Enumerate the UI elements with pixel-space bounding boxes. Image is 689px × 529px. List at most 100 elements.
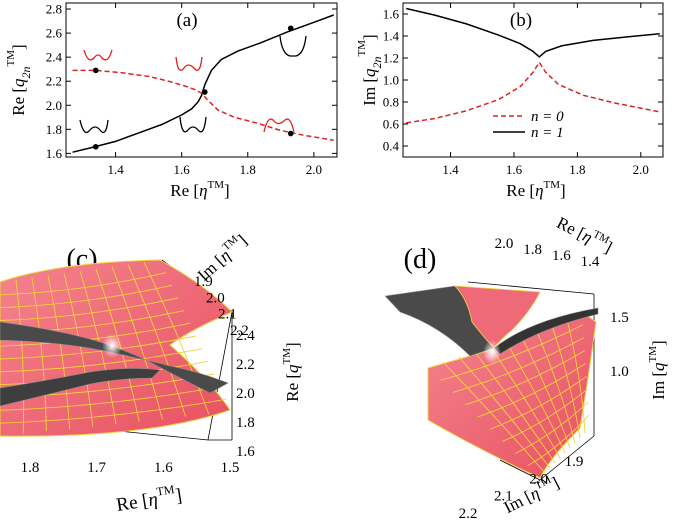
panel-d-im-tick-label: 1.9 — [565, 454, 584, 470]
panel-c-q-tick-label: 1.8 — [236, 415, 255, 431]
potential-well-inset-3 — [263, 118, 295, 133]
panel-c-re-ticks: 1.8 1.7 1.6 1.5 — [21, 460, 240, 476]
panel-a-series-line-1 — [72, 69, 334, 141]
panel-c-q-label: Re [qTM] — [281, 342, 302, 401]
panel-d-box — [467, 281, 595, 481]
panel-b-series — [406, 7, 660, 124]
panel-b-x-tick-label: 2.0 — [633, 162, 649, 177]
panel-c: (c) 2.42.22.01.81.6 1.92.02.12.2 1.8 1.7 1… — [0, 229, 302, 516]
panel-d-im-tick-label: 2.2 — [459, 506, 478, 522]
panel-d: (d) 1.51.0 2.0 1.8 1.6 1.4 2.22.12.01.9 Re … — [384, 211, 668, 522]
panel-b-y-tick-label: 0.6 — [383, 117, 400, 132]
panel-d-mesh-u-line — [519, 334, 571, 449]
panel-a-y-tick-label: 1.6 — [46, 146, 63, 161]
panel-d-mesh-u-line — [504, 339, 566, 454]
panel-c-re-label: Re [ηTM] — [114, 481, 183, 516]
panel-d-re-ticks: 2.0 1.8 1.6 1.4 — [495, 236, 600, 270]
panel-a-y-ticks: 1.6 1.8 2.0 2.2 2.4 2.6 2.8 — [46, 2, 337, 161]
panel-b-x-ticks: 1.4 1.6 1.8 2.0 — [442, 3, 649, 177]
panel-c-re-tick-label: 1.5 — [221, 460, 240, 476]
panel-b-legend: n = 0 n = 1 — [493, 109, 564, 141]
panel-c-im-tick-label: 2.2 — [230, 323, 249, 339]
panel-d-branch-point-glow — [483, 340, 501, 364]
panel-c-im-tick-label: 1.9 — [194, 274, 213, 290]
panel-b-x-tick-label: 1.6 — [506, 162, 523, 177]
panel-d-mesh-v-line — [452, 337, 584, 393]
panel-c-mesh-u-line — [143, 262, 210, 415]
panel-d-re-tick-label: 1.8 — [523, 242, 542, 258]
panel-a-x-ticks: 1.4 1.6 1.8 2.0 — [107, 3, 322, 177]
panel-a-ylabel: Re [q2nTM] — [5, 44, 33, 115]
panel-d-mesh-u-line — [566, 317, 586, 434]
panel-c-im-label: Im [ηTM] — [193, 229, 251, 284]
panel-c-mesh-v-line — [0, 297, 179, 321]
panel-c-q-tick-label: 1.6 — [236, 444, 255, 460]
panel-c-mesh-u-line — [15, 279, 25, 434]
panel-c-surface-dark-lower — [0, 368, 161, 407]
panel-b-xlabel: Re [ηTM] — [506, 179, 565, 200]
panel-a-y-tick-label: 2.2 — [46, 74, 62, 89]
panel-b-series-line-1 — [406, 7, 660, 58]
panel-b-x-tick-label: 1.8 — [569, 162, 585, 177]
panel-c-mesh-u-line — [63, 273, 94, 427]
panel-c-im-tick-label: 2.1 — [218, 307, 237, 323]
panel-b-y-tick-label: 1.4 — [383, 29, 400, 44]
potential-well-inset-4 — [79, 119, 109, 134]
panel-a-x-tick-label: 1.6 — [174, 162, 191, 177]
panel-d-re-tick-label: 1.6 — [552, 248, 571, 264]
panel-c-im-ticks: 1.92.02.12.2 — [194, 274, 249, 339]
panel-c-mesh-v-line — [0, 348, 203, 373]
panel-a-xlabel: Re [ηTM] — [170, 179, 229, 200]
panel-a-marker-point — [202, 89, 208, 95]
panel-c-re-tick-label: 1.8 — [21, 460, 40, 476]
potential-well-inset-6 — [279, 35, 307, 57]
panel-a-x-tick-label: 1.4 — [107, 162, 124, 177]
panel-a-x-tick-label: 2.0 — [306, 162, 322, 177]
panel-d-q-tick-label: 1.5 — [610, 310, 629, 326]
panel-c-mesh-u-line — [111, 266, 163, 420]
panel-c-re-tick-label: 1.7 — [87, 460, 106, 476]
panel-d-mesh-v-line — [514, 401, 589, 454]
panel-a-marker-point — [287, 25, 294, 32]
panel-c-mesh-v-line — [0, 272, 167, 296]
panel-b-y-tick-label: 1.2 — [383, 51, 399, 66]
panel-d-mesh-v-line — [490, 376, 587, 430]
panel-c-im-tick-label: 2.0 — [206, 290, 225, 306]
legend-label-n0: n = 0 — [531, 109, 564, 125]
panel-d-mesh-u-line — [458, 356, 551, 469]
panel-b-y-tick-label: 0.4 — [383, 139, 400, 154]
panel-d-im-ticks: 2.2 2.1 2.0 1.9 — [459, 454, 584, 522]
panel-d-tag: (d) — [404, 244, 437, 275]
panel-c-mesh-v-line — [0, 284, 173, 309]
panel-c-q-tick-label: 2.0 — [236, 386, 255, 402]
panel-d-re-tick-label: 2.0 — [495, 236, 514, 252]
panel-a-frame — [65, 2, 338, 158]
potential-well-inset-5 — [179, 116, 207, 133]
panel-b-y-tick-label: 1.0 — [383, 73, 399, 88]
panel-a-y-tick-label: 2.6 — [46, 26, 63, 41]
panel-c-mesh-v-line — [0, 398, 227, 424]
panel-c-mesh-v-line — [0, 322, 191, 347]
panel-d-mesh-v-line — [465, 350, 585, 406]
panel-b-y-tick-label: 0.8 — [383, 95, 399, 110]
panel-a-x-tick-label: 1.8 — [240, 162, 256, 177]
panel-a-markers — [92, 25, 294, 150]
panel-d-mesh-v-line — [440, 324, 584, 381]
panel-a-y-tick-label: 2.8 — [46, 2, 62, 17]
panel-d-im-tick-label: 2.0 — [529, 471, 548, 487]
panel-c-q-tick-label: 2.2 — [236, 357, 255, 373]
panel-d-re-tick-label: 1.4 — [581, 254, 600, 270]
panel-c-mesh-v-line — [0, 386, 221, 411]
panel-b-y-tick-label: 1.6 — [383, 7, 400, 22]
panel-a-y-tick-label: 2.4 — [46, 50, 63, 65]
panel-d-im-tick-label: 2.1 — [494, 489, 513, 505]
panel-c-mesh-u-line — [47, 275, 71, 429]
panel-a-marker-point — [92, 143, 99, 150]
panel-d-mesh-v-line — [477, 363, 586, 418]
panel-d-q-ticks: 1.5 1.0 — [610, 310, 629, 380]
potential-well-inset-2 — [175, 56, 203, 71]
panel-b-x-tick-label: 1.4 — [442, 162, 459, 177]
panel-d-q-label: Im [qTM] — [647, 340, 668, 399]
panel-a-series — [72, 14, 334, 153]
